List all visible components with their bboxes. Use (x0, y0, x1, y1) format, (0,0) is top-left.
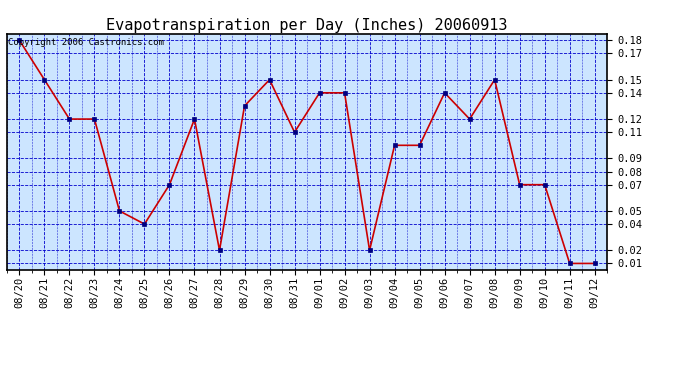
Text: Copyright 2006 Castronics.com: Copyright 2006 Castronics.com (8, 39, 164, 48)
Title: Evapotranspiration per Day (Inches) 20060913: Evapotranspiration per Day (Inches) 2006… (106, 18, 508, 33)
